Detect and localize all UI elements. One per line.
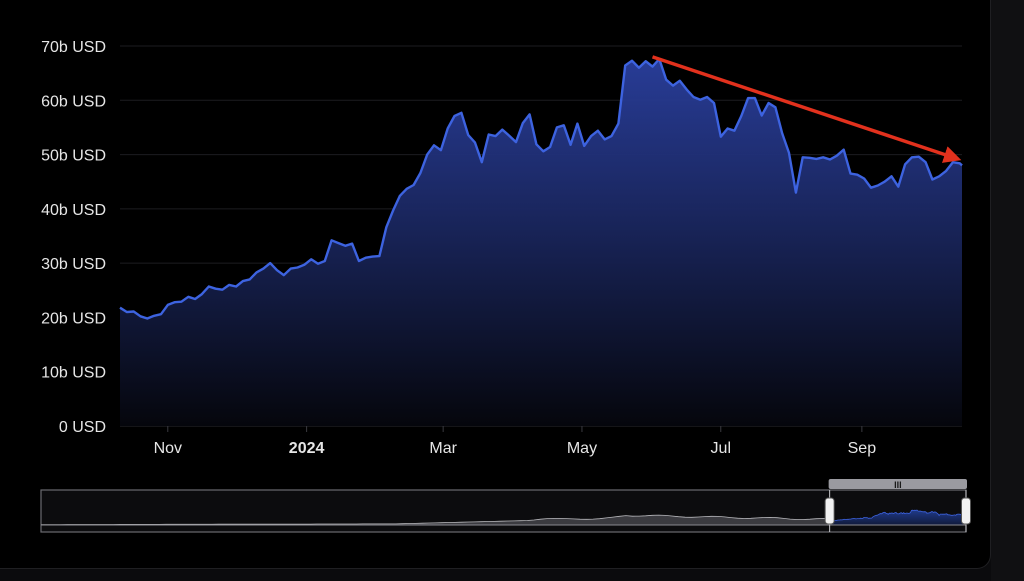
x-tick-label: Mar (429, 440, 457, 457)
y-tick-label: 20b USD (41, 310, 106, 327)
x-tick-label: May (567, 440, 597, 457)
y-tick-label: 40b USD (41, 202, 106, 219)
x-tick-label: Sep (848, 440, 877, 457)
x-tick-label: Nov (154, 440, 182, 457)
navigator-right-handle[interactable] (961, 497, 971, 525)
x-tick-label: 2024 (289, 440, 325, 457)
page-background-bottom (0, 569, 991, 581)
navigator-history-area (41, 515, 830, 525)
series-area-fill (120, 59, 962, 426)
annotation (651, 55, 962, 163)
y-tick-label: 70b USD (41, 39, 106, 56)
trend-arrow (651, 55, 962, 163)
navigator-history-line (41, 514, 830, 525)
x-tick-label: Jul (711, 440, 731, 457)
navigator-selected-line (829, 509, 966, 521)
navigator-left-handle[interactable] (824, 497, 835, 525)
navigator-selected-area (829, 510, 966, 525)
page-background-right (991, 0, 1024, 581)
range-navigator[interactable]: III (40, 479, 971, 533)
y-tick-label: 10b USD (41, 365, 106, 382)
navigator-scrollbar[interactable] (828, 479, 967, 489)
y-tick-label: 30b USD (41, 256, 106, 273)
y-tick-label: 50b USD (41, 148, 106, 165)
y-tick-label: 0 USD (59, 419, 106, 436)
y-axis: 0 USD 10b USD 20b USD 30b USD 40b USD 50b USD… (41, 39, 106, 436)
scrollbar-grip-icon[interactable]: III (894, 480, 902, 490)
plot-area (119, 57, 963, 426)
x-axis: Nov 2024 Mar May Jul Sep (154, 426, 877, 457)
y-tick-label: 60b USD (41, 93, 106, 110)
